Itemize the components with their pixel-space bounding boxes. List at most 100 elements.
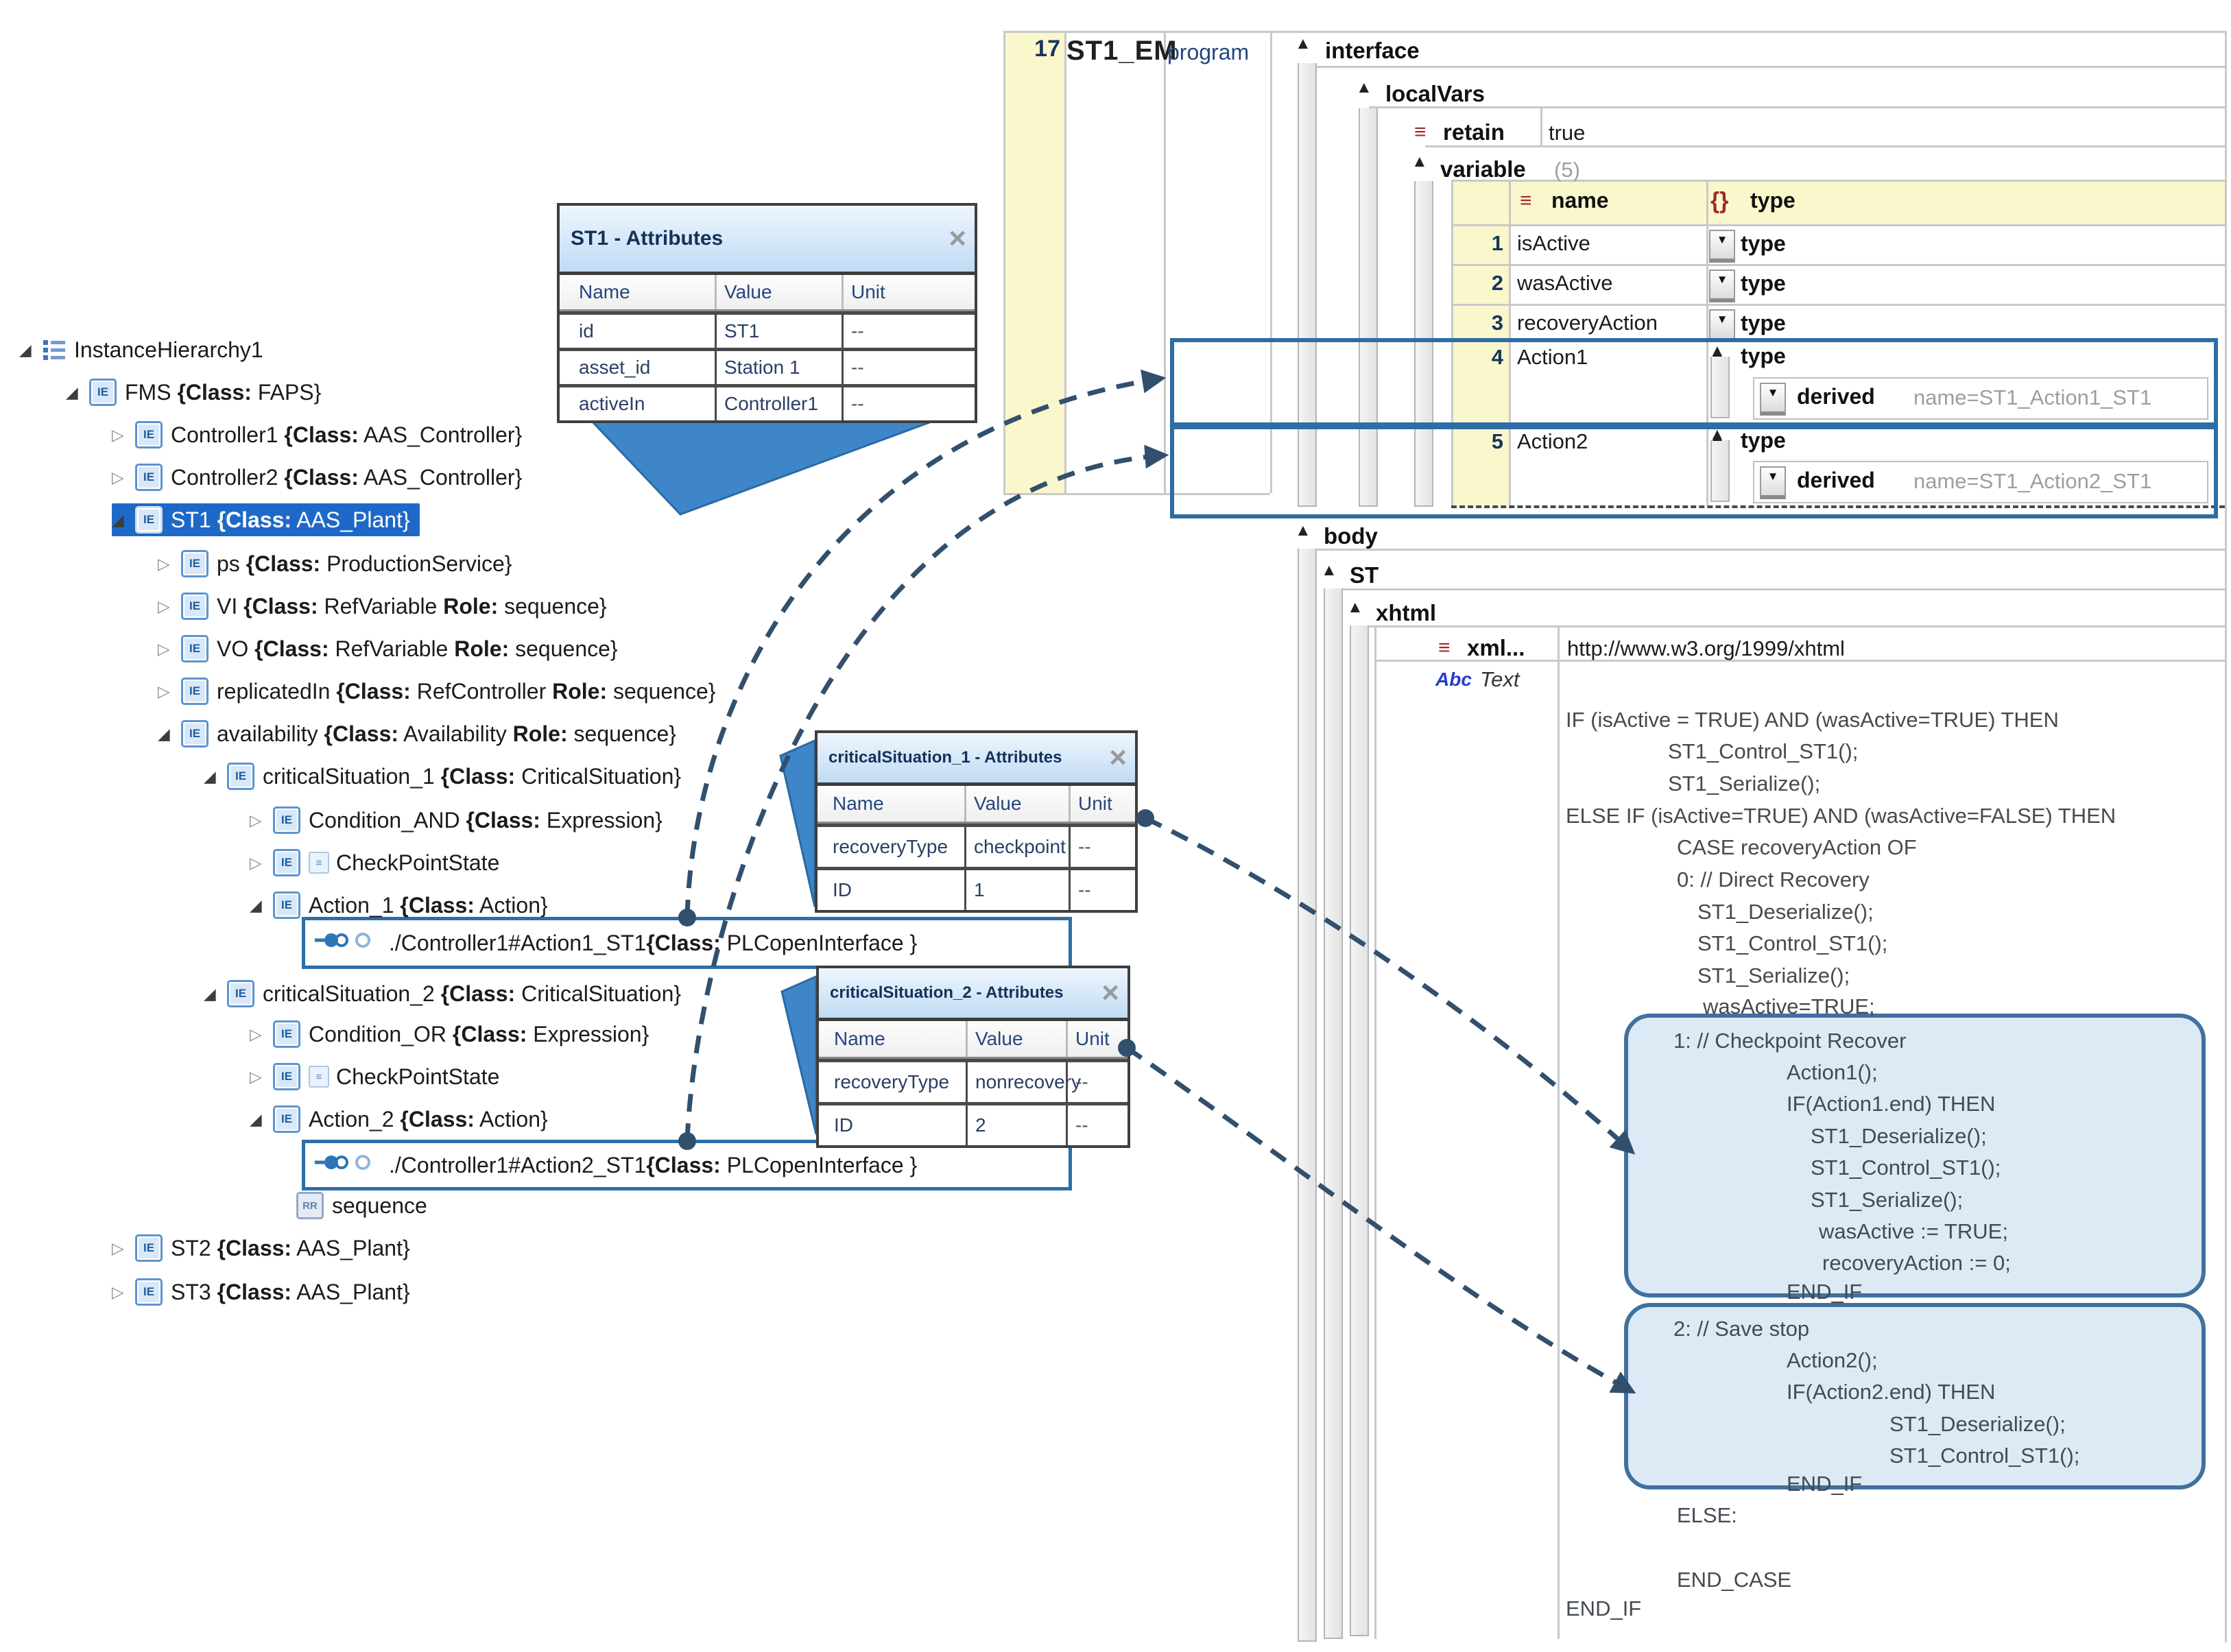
tree-item[interactable]: ◢ InstanceHierarchy1	[19, 333, 273, 366]
variable-name-cell[interactable]: isActive	[1517, 231, 1590, 255]
derived-dropdown-icon[interactable]: ▼	[1760, 383, 1786, 416]
tree-item[interactable]: ▷ IE VI {Class: RefVariable Role: sequence…	[158, 590, 617, 623]
xmlns-value[interactable]: http://www.w3.org/1999/xhtml	[1567, 636, 1845, 660]
collapse-triangle-icon[interactable]: ▲	[1295, 521, 1311, 540]
collapse-bar[interactable]	[1298, 549, 1317, 1642]
derived-type-row[interactable]	[1753, 461, 2208, 503]
tree-item[interactable]: ▷ IE Controller1 {Class: AAS_Controller}	[112, 418, 532, 451]
tree-expander-icon[interactable]: ▷	[158, 597, 170, 615]
tree-expander-icon[interactable]: ◢	[204, 984, 216, 1003]
attribute-value[interactable]: checkpoint	[974, 836, 1066, 857]
tree-expander-icon[interactable]: ◢	[204, 767, 216, 785]
variable-type-cell[interactable]: type	[1741, 428, 1786, 453]
section-interface[interactable]: interface	[1325, 38, 1420, 63]
tree-expander-icon[interactable]: ▷	[158, 639, 170, 658]
tree-item[interactable]: ▷ IE ST2 {Class: AAS_Plant}	[112, 1232, 420, 1265]
variable-name-cell[interactable]: Action2	[1517, 429, 1588, 453]
tree-item[interactable]: ▷ IE ≡ CheckPointState	[250, 1060, 509, 1093]
column-header-type[interactable]: type	[1750, 188, 1795, 213]
close-icon[interactable]: ×	[949, 222, 966, 255]
tree-item[interactable]: ▷ IE replicatedIn {Class: RefController Ro…	[158, 675, 725, 708]
retain-value[interactable]: true	[1549, 121, 1586, 145]
column-header-name[interactable]: name	[1551, 188, 1609, 213]
type-collapse-icon[interactable]: ▲	[1709, 342, 1726, 361]
tree-item[interactable]: ▷ IE Condition_AND {Class: Expression}	[250, 804, 672, 837]
variable-type-cell[interactable]: type	[1741, 231, 1786, 256]
type-dropdown-icon[interactable]: ▼	[1709, 309, 1735, 342]
variable-name-cell[interactable]: recoveryAction	[1517, 311, 1658, 335]
type-dropdown-icon[interactable]: ▼	[1709, 230, 1735, 263]
tree-expander-icon[interactable]: ▷	[158, 682, 170, 700]
derived-type-row[interactable]	[1753, 377, 2208, 420]
tree-expander-icon[interactable]: ◢	[250, 1110, 262, 1128]
variable-name-cell[interactable]: Action1	[1517, 345, 1588, 369]
pou-name[interactable]: ST1_EM	[1066, 36, 1178, 66]
section-st[interactable]: ST	[1350, 562, 1379, 588]
popup-attribute-row[interactable]: activeIn Controller1 --	[560, 384, 975, 420]
tree-item[interactable]: RR sequence	[273, 1189, 437, 1222]
popup-attribute-row[interactable]: id ST1 --	[560, 311, 975, 348]
section-xhtml[interactable]: xhtml	[1376, 600, 1437, 625]
tree-expander-icon[interactable]: ◢	[250, 896, 262, 914]
tree-item[interactable]: ▷ IE ST3 {Class: AAS_Plant}	[112, 1276, 420, 1308]
collapse-triangle-icon[interactable]: ▲	[1709, 425, 1726, 444]
tree-expander-icon[interactable]: ▷	[250, 811, 262, 829]
tree-item[interactable]: ▷ IE VO {Class: RefVariable Role: sequence…	[158, 632, 628, 665]
tree-expander-icon[interactable]: ◢	[19, 340, 32, 359]
tree-item[interactable]: ◢ IE availability {Class: Availability Rol…	[158, 717, 686, 750]
tree-expander-icon[interactable]: ▷	[158, 554, 170, 573]
attribute-value[interactable]: Controller1	[724, 393, 818, 414]
attribute-value[interactable]: nonrecovery	[975, 1071, 1082, 1092]
collapse-bar[interactable]	[1350, 625, 1369, 1636]
section-body[interactable]: body	[1324, 523, 1378, 549]
tree-item[interactable]: ◢ IE Action_1 {Class: Action}	[250, 889, 558, 922]
tree-expander-icon[interactable]: ▷	[112, 425, 124, 444]
tree-expander-icon[interactable]: ◢	[66, 383, 78, 401]
collapse-triangle-icon[interactable]: ▲	[1411, 152, 1428, 171]
tree-expander-icon[interactable]: ▷	[112, 468, 124, 486]
close-icon[interactable]: ×	[1109, 741, 1127, 774]
collapse-bar[interactable]	[1298, 63, 1317, 507]
popup-attribute-row[interactable]: recoveryType nonrecovery --	[819, 1059, 1128, 1102]
collapse-triangle-icon[interactable]: ▲	[1347, 598, 1363, 616]
popup-attribute-row[interactable]: recoveryType checkpoint --	[818, 824, 1135, 867]
collapse-triangle-icon[interactable]: ▲	[1709, 342, 1726, 360]
tree-item[interactable]: ▷ IE ≡ CheckPointState	[250, 846, 509, 879]
collapse-bar[interactable]	[1414, 181, 1433, 507]
popup-attribute-row[interactable]: ID 1 --	[818, 867, 1135, 910]
section-variable[interactable]: variable	[1440, 156, 1526, 182]
type-collapse-icon[interactable]: ▲	[1709, 427, 1726, 445]
tree-item[interactable]: ◢ IE ST1 {Class: AAS_Plant}	[112, 503, 420, 536]
collapse-bar[interactable]	[1710, 357, 1730, 418]
tree-item[interactable]: ◢ IE Action_2 {Class: Action}	[250, 1103, 558, 1136]
tree-expander-icon[interactable]: ◢	[158, 724, 170, 743]
tree-expander-icon[interactable]: ▷	[250, 853, 262, 872]
collapse-bar[interactable]	[1710, 440, 1730, 502]
tree-item[interactable]: ▷ IE Condition_OR {Class: Expression}	[250, 1018, 658, 1051]
attribute-value[interactable]: Station 1	[724, 357, 800, 378]
variable-type-cell[interactable]: type	[1741, 271, 1786, 296]
attribute-value[interactable]: 2	[975, 1114, 986, 1136]
variable-type-cell[interactable]: type	[1741, 344, 1786, 368]
section-localvars[interactable]: localVars	[1385, 81, 1485, 106]
derived-dropdown-icon[interactable]: ▼	[1760, 466, 1786, 499]
tree-expander-icon[interactable]: ▷	[112, 1282, 124, 1301]
variable-type-cell[interactable]: type	[1741, 311, 1786, 335]
tree-item[interactable]: ▷ IE ps {Class: ProductionService}	[158, 547, 521, 580]
popup-attribute-row[interactable]: ID 2 --	[819, 1102, 1128, 1145]
attribute-value[interactable]: 1	[974, 879, 985, 900]
tree-item[interactable]: ◢ IE criticalSituation_1 {Class: CriticalS…	[204, 760, 691, 793]
tree-item[interactable]: ▷ IE Controller2 {Class: AAS_Controller}	[112, 461, 532, 494]
variable-name-cell[interactable]: wasActive	[1517, 271, 1613, 295]
collapse-bar[interactable]	[1359, 108, 1378, 507]
pou-type[interactable]: program	[1167, 40, 1250, 64]
tree-item[interactable]: ◢ IE criticalSituation_2 {Class: CriticalS…	[204, 977, 691, 1010]
collapse-triangle-icon[interactable]: ▲	[1356, 78, 1372, 97]
collapse-bar[interactable]	[1324, 588, 1343, 1639]
tree-expander-icon[interactable]: ▷	[112, 1238, 124, 1257]
attribute-value[interactable]: ST1	[724, 320, 760, 342]
tree-expander-icon[interactable]: ◢	[112, 510, 124, 529]
collapse-triangle-icon[interactable]: ▲	[1321, 561, 1337, 579]
collapse-triangle-icon[interactable]: ▲	[1295, 34, 1311, 53]
tree-expander-icon[interactable]: ▷	[250, 1025, 262, 1043]
